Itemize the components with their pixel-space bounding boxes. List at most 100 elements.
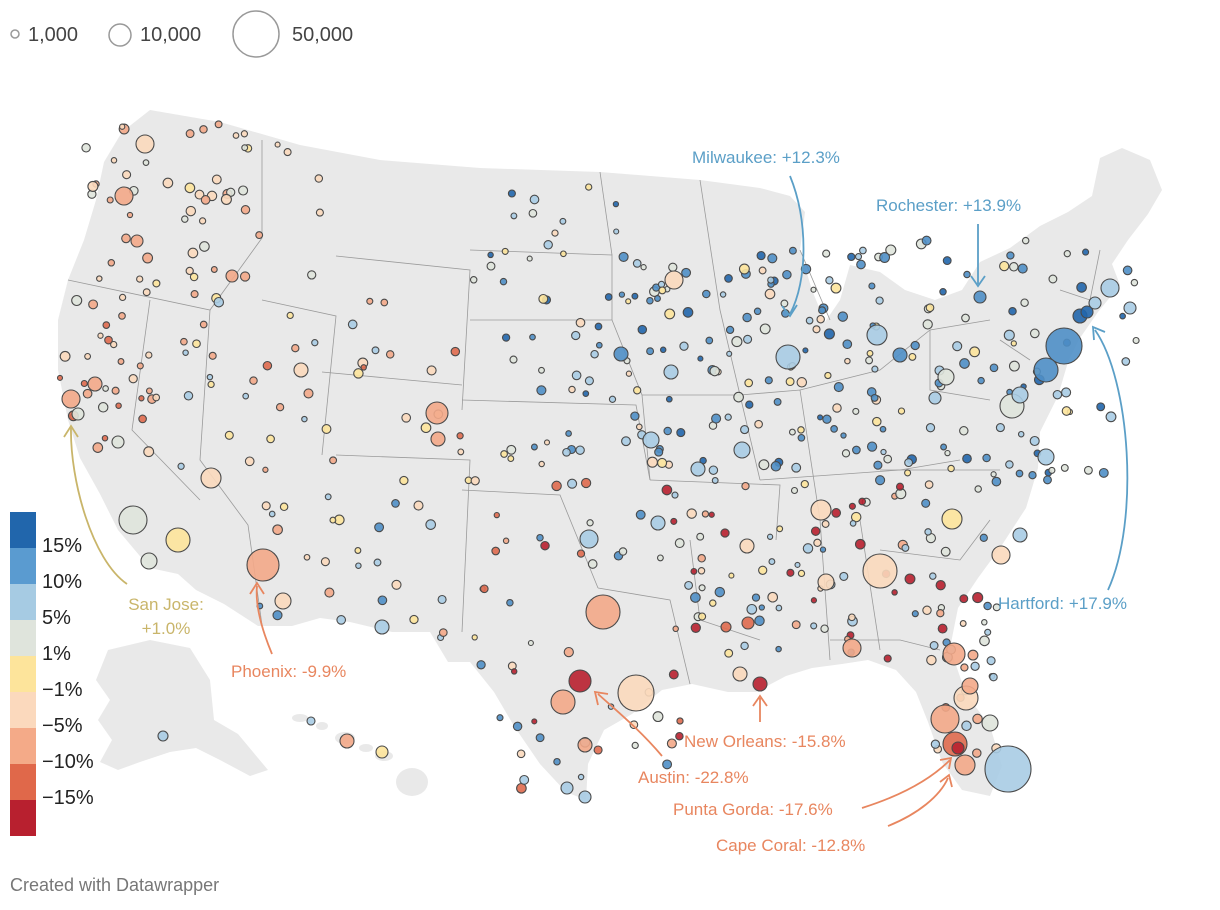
city-bubble (117, 358, 125, 365)
city-bubble (952, 341, 963, 352)
arrow-milwaukee (789, 175, 805, 315)
city-bubble (130, 234, 144, 248)
city-bubble (830, 282, 842, 294)
city-bubble (714, 586, 726, 598)
city-bubble (959, 620, 967, 627)
city-bubble (275, 403, 285, 412)
city-bubble (671, 491, 679, 499)
arrow-cape-coral-head (939, 773, 953, 788)
city-bubble (371, 346, 380, 355)
city-bubble (584, 376, 594, 386)
city-bubble (1052, 389, 1063, 400)
city-bubble (507, 189, 516, 198)
city-bubble (963, 270, 971, 279)
city-bubble (1033, 357, 1059, 383)
city-bubble (940, 546, 951, 557)
city-bubble (529, 194, 540, 205)
city-bubble (862, 553, 898, 589)
city-bubble (810, 597, 818, 604)
city-bubble (926, 654, 937, 666)
city-bubble (1028, 471, 1037, 480)
city-bubble (635, 509, 646, 520)
arrow-san-jose (70, 427, 128, 585)
city-bubble (775, 604, 783, 612)
city-bubble (353, 368, 364, 379)
city-bubble (930, 704, 960, 734)
city-bubble (303, 553, 311, 561)
city-bubble (625, 298, 632, 305)
city-bubble (813, 538, 822, 547)
city-bubble (540, 540, 550, 551)
city-bubble (579, 529, 599, 549)
city-bubble (897, 407, 906, 415)
city-bubble (608, 395, 617, 403)
city-bubble (126, 211, 134, 219)
city-bubble (709, 599, 717, 607)
city-bubble (487, 251, 494, 259)
city-bubble (973, 290, 987, 304)
city-bubble (650, 515, 666, 531)
city-bubble (961, 313, 970, 323)
city-bubble (535, 733, 545, 743)
city-bubble (553, 757, 561, 766)
city-bubble (724, 274, 733, 283)
city-bubble (189, 272, 199, 282)
city-bubble (880, 448, 887, 456)
city-bubble (672, 625, 679, 633)
city-bubble (80, 379, 88, 388)
city-bubble (1105, 411, 1117, 423)
city-bubble (200, 195, 211, 205)
city-bubble (590, 349, 599, 359)
city-bubble (696, 532, 705, 541)
city-bubble (848, 502, 856, 510)
city-bubble (88, 299, 99, 310)
city-bubble (995, 423, 1005, 433)
city-bubble (279, 502, 289, 512)
city-bubble (413, 500, 424, 511)
city-bubble (426, 365, 437, 376)
city-bubble (456, 432, 464, 440)
city-bubble (744, 378, 754, 388)
city-bubble (850, 511, 862, 523)
footer-credit: Created with Datawrapper (10, 875, 220, 895)
city-bubble (165, 527, 191, 553)
city-bubble (733, 441, 751, 459)
city-bubble (152, 393, 161, 402)
city-bubble (972, 713, 983, 725)
city-bubble (797, 569, 806, 578)
city-bubble (135, 134, 155, 154)
city-bubble (904, 458, 914, 468)
city-bubble (59, 350, 71, 362)
city-bubble (629, 720, 639, 730)
city-bubble (849, 520, 857, 527)
city-bubble (618, 547, 628, 556)
arrow-phoenix-head (249, 581, 265, 595)
city-bubble (810, 622, 818, 630)
city-bubble (929, 572, 937, 580)
city-bubble (87, 376, 103, 392)
city-bubble (663, 426, 672, 436)
color-legend: 15% 10% 5% 1% −1% −5% −10% −15% (10, 512, 130, 842)
city-bubble (152, 279, 161, 288)
city-bubble (1029, 435, 1040, 447)
city-bubble (924, 480, 934, 489)
city-bubble (102, 385, 109, 392)
city-bubble (329, 516, 337, 524)
city-bubble (255, 231, 264, 240)
city-bubbles (56, 120, 1140, 804)
arrow-austin (597, 693, 663, 757)
city-bubble (87, 180, 99, 192)
city-bubble (493, 511, 500, 519)
city-bubble (758, 604, 765, 611)
city-bubble (937, 368, 955, 386)
city-bubble (797, 426, 805, 434)
city-bubble (1076, 282, 1087, 293)
city-bubble (922, 319, 933, 330)
city-bubble (830, 425, 838, 433)
city-bubble (1015, 469, 1024, 478)
city-bubble (213, 296, 225, 308)
city-bubble (1043, 475, 1052, 485)
city-bubble (526, 255, 533, 262)
city-bubble (1045, 327, 1083, 365)
city-bubble (101, 434, 109, 442)
